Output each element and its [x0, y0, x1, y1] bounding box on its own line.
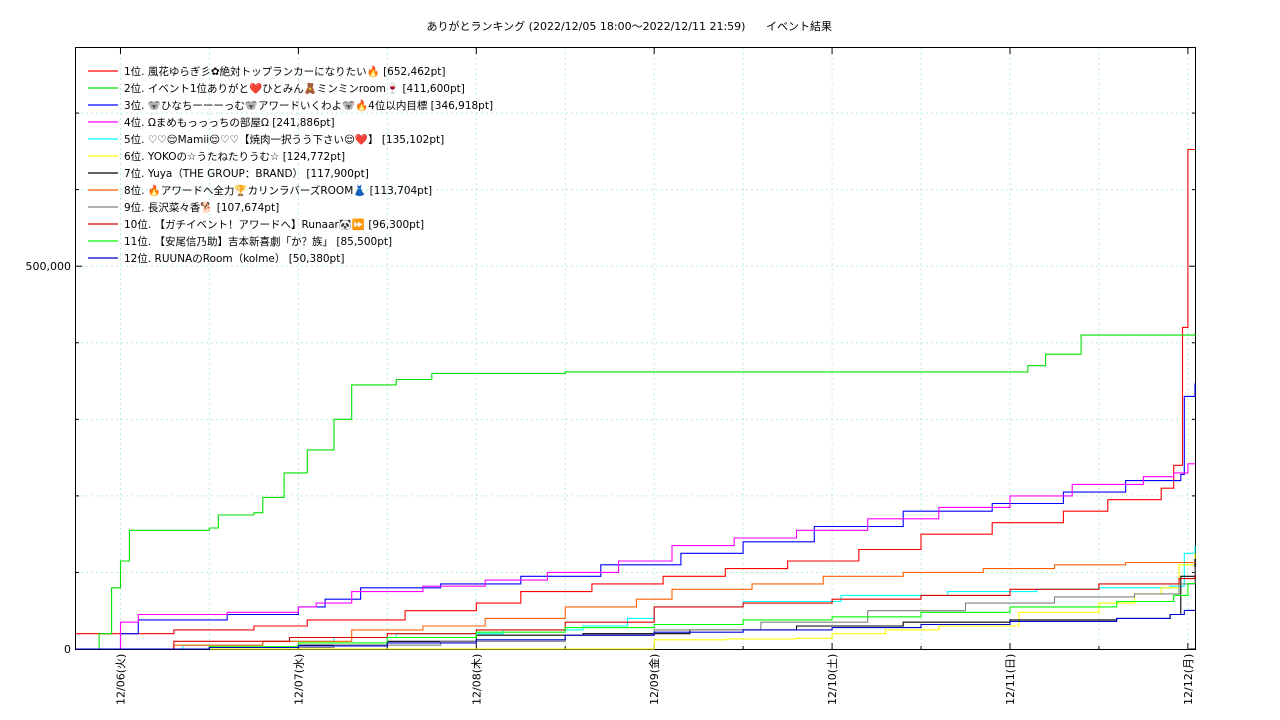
x-tick-label: 12/07(水) [292, 654, 305, 705]
x-tick-label: 12/09(金) [647, 654, 661, 705]
legend-label-12: 12位. RUUNAのRoom（kolme） [50,380pt] [124, 252, 344, 265]
series-line-9 [76, 566, 1196, 650]
x-tick-label: 12/10(土) [826, 654, 839, 705]
series-line-1 [76, 148, 1195, 635]
y-tick-label: 500,000 [26, 260, 72, 273]
legend-label-1: 1位. 風花ゆらぎ彡✿絶対トップランカーになりたい🔥 [652,462pt] [124, 65, 445, 78]
grid-lines [76, 48, 1195, 649]
legend: 1位. 風花ゆらぎ彡✿絶対トップランカーになりたい🔥 [652,462pt] 2位… [88, 65, 493, 265]
legend-label-4: 4位. Ωまめもっっっちの部屋Ω [241,886pt] [124, 116, 335, 129]
x-tick-label: 12/11(日) [1004, 654, 1017, 705]
legend-label-10: 10位. 【ガチイベント！アワードへ】Runaar🐼⏩ [96,300pt] [124, 218, 424, 231]
legend-label-6: 6位. YOKOの☆うたねたりうむ☆ [124,772pt] [124, 150, 345, 163]
series-line-8 [76, 561, 1196, 650]
series-line-11 [76, 582, 1195, 650]
legend-label-8: 8位. 🔥アワードへ全力🏆カリンラバーズROOM👗 [113,704pt] [124, 184, 432, 197]
series-lines [76, 148, 1196, 650]
series-line-12 [76, 609, 1195, 650]
chart-subtitle: イベント結果 [766, 19, 832, 33]
y-tick-label: 0 [64, 643, 71, 656]
legend-label-3: 3位. 🐨ひなちーーーっむ🐨アワードいくわよ🐨🔥4位以内目標 [346,918p… [124, 99, 493, 112]
series-line-3 [76, 383, 1196, 650]
x-tick-label: 12/08(木) [470, 654, 483, 705]
series-line-2 [76, 333, 1196, 650]
x-tick-label: 12/12(月) [1182, 654, 1195, 705]
legend-label-9: 9位. 長沢菜々香🐕 [107,674pt] [124, 201, 279, 214]
x-tick-label: 12/06(火) [114, 654, 127, 705]
axes: 12/06(火) 12/07(水) 12/08(木) 12/09(金) 12/10(土)… [26, 48, 1195, 705]
series-line-6 [76, 553, 1196, 650]
series-line-10 [76, 575, 1196, 650]
legend-label-2: 2位. イベント1位ありがと❤️ひとみん🧸ミンミンroom🍷 [411,600p… [124, 82, 465, 95]
chart-title: ありがとランキング (2022/12/05 18:00〜2022/12/11 2… [427, 19, 746, 33]
legend-label-5: 5位. ♡♡😌Mamii😌♡♡【焼肉一択うう下さい😌❤️】 [135,102pt… [124, 133, 444, 146]
series-line-4 [76, 463, 1195, 650]
legend-label-11: 11位. 【安尾信乃助】吉本新喜劇「か？族」 [85,500pt] [124, 235, 392, 248]
legend-label-7: 7位. Yuya（THE GROUP：BRAND） [117,900pt] [124, 167, 369, 180]
